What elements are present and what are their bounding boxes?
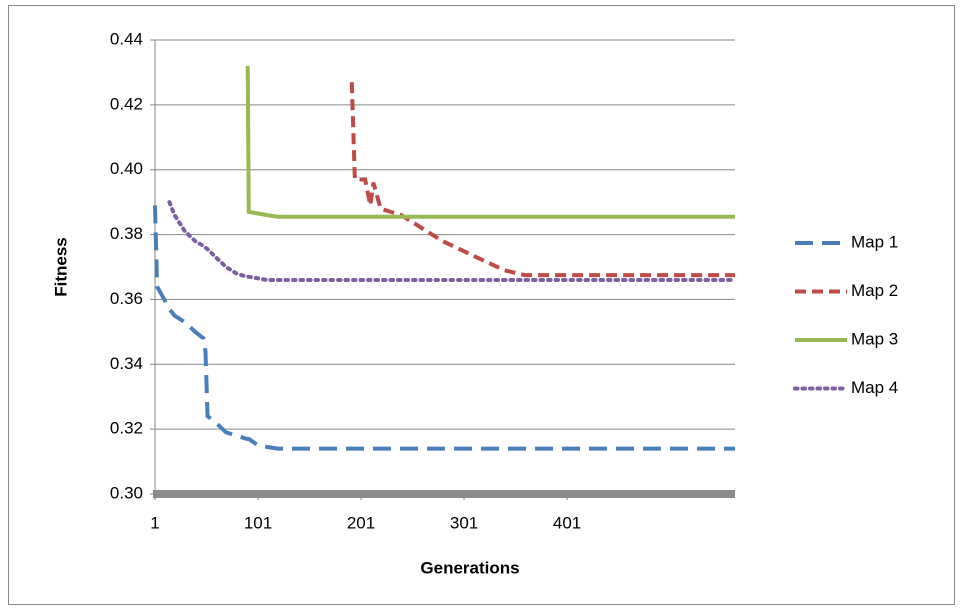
legend-label: Map 4 [851, 378, 898, 397]
legend-label: Map 2 [851, 281, 898, 300]
y-tick-label: 0.32 [110, 419, 143, 438]
x-tick-label: 201 [347, 513, 375, 532]
series-line [349, 82, 735, 278]
series-line [167, 200, 737, 282]
x-tick-label: 401 [553, 513, 581, 532]
x-tick-label: 1 [150, 513, 159, 532]
series-line [245, 65, 735, 219]
x-axis-title: Generations [420, 558, 519, 577]
y-tick-label: 0.44 [110, 29, 143, 48]
y-tick-label: 0.34 [110, 354, 143, 373]
x-tick-label: 101 [244, 513, 272, 532]
y-tick-label: 0.42 [110, 94, 143, 113]
y-tick-label: 0.38 [110, 224, 143, 243]
x-tick-label: 301 [450, 513, 478, 532]
y-tick-label: 0.36 [110, 289, 143, 308]
y-tick-label: 0.40 [110, 159, 143, 178]
y-axis-title: Fitness [51, 237, 70, 297]
legend-label: Map 3 [851, 329, 898, 348]
legend-label: Map 1 [851, 232, 898, 251]
y-tick-label: 0.30 [110, 483, 143, 502]
series-line [153, 205, 735, 451]
